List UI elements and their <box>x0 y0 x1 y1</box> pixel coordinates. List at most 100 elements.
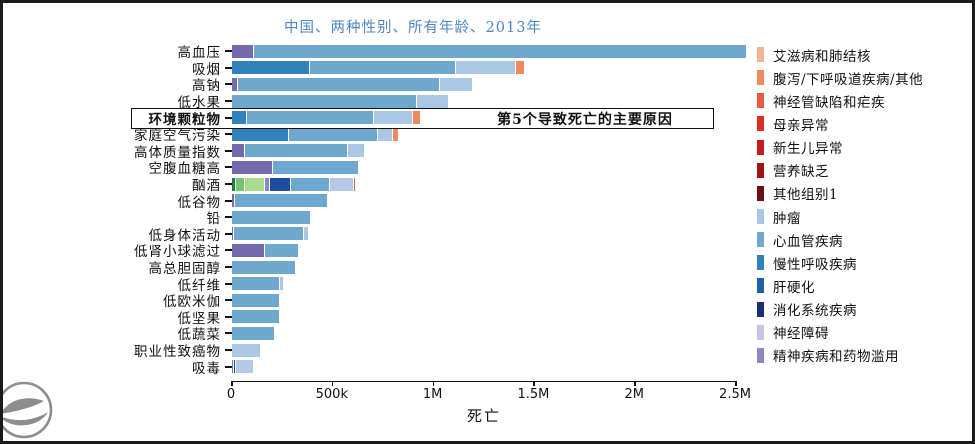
bar-segment-neo[interactable] <box>279 277 284 291</box>
x-axis-line <box>231 380 736 383</box>
bar-segment-neo[interactable] <box>439 77 473 91</box>
legend-swatch <box>757 93 764 109</box>
bar-segment-purple[interactable] <box>232 160 273 174</box>
legend-label: 精神疾病和药物滥用 <box>773 349 899 366</box>
bar-segment-purple[interactable] <box>232 194 236 208</box>
y-axis-label: 铅 <box>206 211 221 228</box>
bar-segment-red[interactable] <box>353 177 356 191</box>
legend-item[interactable]: 精神疾病和药物滥用 <box>757 344 923 367</box>
y-axis-label: 吸毒 <box>192 360 221 377</box>
x-axis-tick <box>634 381 636 386</box>
stacked-bar <box>232 360 254 374</box>
chart-row: 低肾小球滤过 <box>3 242 299 260</box>
bar-segment-orange[interactable] <box>392 127 399 141</box>
legend-label: 消化系统疾病 <box>773 303 857 320</box>
y-axis-tick <box>225 183 232 185</box>
ihme-logo-icon <box>3 381 53 439</box>
bar-segment-green_mid[interactable] <box>236 177 246 191</box>
bar-segment-periwinkle[interactable] <box>236 360 254 374</box>
bar-segment-orange[interactable] <box>413 111 421 125</box>
bar-segment-slate[interactable] <box>232 360 235 374</box>
bar-segment-periwinkle[interactable] <box>330 177 354 191</box>
bar-segment-purple[interactable] <box>232 227 235 241</box>
bar-segment-orange[interactable] <box>515 61 525 75</box>
legend-swatch <box>757 116 764 132</box>
y-axis-label: 吸烟 <box>192 61 221 78</box>
bar-segment-neo[interactable] <box>232 343 261 357</box>
legend-item[interactable]: 艾滋病和肺结核 <box>757 43 923 66</box>
legend-item[interactable]: 心血管疾病 <box>757 228 923 251</box>
bar-segment-purple[interactable] <box>232 44 254 58</box>
bar-segment-resp[interactable] <box>232 111 247 125</box>
legend-item[interactable]: 营养缺乏 <box>757 159 923 182</box>
legend-item[interactable]: 消化系统疾病 <box>757 298 923 321</box>
bar-segment-cvd[interactable] <box>246 111 374 125</box>
y-axis-label: 低水果 <box>177 95 221 111</box>
bar-segment-green_dark[interactable] <box>232 177 237 191</box>
bar-segment-cvd[interactable] <box>232 293 280 307</box>
y-axis-label: 低纤维 <box>177 277 221 294</box>
y-axis-tick <box>225 216 232 219</box>
chart-row: 吸毒 <box>3 359 254 377</box>
legend-item[interactable]: 神经障碍 <box>757 321 923 344</box>
y-axis-label: 高总胆固醇 <box>148 261 221 277</box>
bar-segment-cvd[interactable] <box>232 277 280 291</box>
bar-segment-cvd[interactable] <box>234 227 304 241</box>
bar-segment-purple[interactable] <box>232 77 239 91</box>
bar-segment-neo[interactable] <box>417 94 449 108</box>
stacked-bar <box>232 127 399 141</box>
legend-item[interactable]: 母亲异常 <box>757 112 923 135</box>
bar-segment-cvd[interactable] <box>253 44 747 58</box>
bar-segment-cvd[interactable] <box>238 77 440 91</box>
chart-row: 低身体活动 <box>3 226 309 244</box>
bar-segment-resp[interactable] <box>232 61 311 75</box>
bar-segment-neo[interactable] <box>347 144 365 158</box>
legend-label: 艾滋病和肺结核 <box>773 48 871 65</box>
bar-segment-cvd[interactable] <box>232 260 296 274</box>
x-axis-tick-label: 0 <box>226 387 236 402</box>
y-axis-label: 环境颗粒物 <box>148 111 221 128</box>
bar-segment-neo[interactable] <box>303 227 309 241</box>
bar-segment-cirrhosis[interactable] <box>234 360 237 374</box>
legend-swatch <box>757 139 764 155</box>
legend-item[interactable]: 新生儿异常 <box>757 136 923 159</box>
bar-segment-neo[interactable] <box>373 111 414 125</box>
bar-segment-cvd[interactable] <box>232 94 418 108</box>
legend-item[interactable]: 慢性呼吸疾病 <box>757 251 923 274</box>
bar-segment-cvd[interactable] <box>244 144 348 158</box>
bar-segment-cvd[interactable] <box>291 177 331 191</box>
y-axis-tick <box>225 365 232 368</box>
legend-item[interactable]: 神经管缺陷和疟疾 <box>757 89 923 112</box>
chart-row: 低坚果 <box>3 309 280 327</box>
bar-segment-purple[interactable] <box>232 144 245 158</box>
legend-item[interactable]: 肝硬化 <box>757 274 923 297</box>
bar-segment-cirrhosis[interactable] <box>270 177 292 191</box>
bar-segment-resp[interactable] <box>232 127 290 141</box>
legend-swatch <box>757 209 764 225</box>
legend-item[interactable]: 腹泻/下呼吸道疾病/其他 <box>757 66 923 89</box>
legend-item[interactable]: 其他组别1 <box>757 182 923 205</box>
y-axis-tick <box>225 166 232 169</box>
x-axis-tick-label: 1M <box>422 387 443 402</box>
bar-segment-mental[interactable] <box>265 177 271 191</box>
bar-segment-cvd[interactable] <box>289 127 378 141</box>
bar-segment-cvd[interactable] <box>232 210 311 224</box>
bar-segment-purple[interactable] <box>232 243 266 257</box>
legend-swatch <box>757 278 764 294</box>
bar-segment-cvd[interactable] <box>265 243 299 257</box>
chart-row: 低纤维 <box>3 276 284 294</box>
legend-swatch <box>757 185 764 201</box>
bar-segment-cvd[interactable] <box>232 310 280 324</box>
bar-segment-neo[interactable] <box>455 61 516 75</box>
bar-segment-cvd[interactable] <box>235 194 328 208</box>
bar-segment-neo[interactable] <box>377 127 393 141</box>
stacked-bar <box>232 144 365 158</box>
chart-row: 低欧米伽 <box>3 292 280 310</box>
bar-segment-cvd[interactable] <box>310 61 456 75</box>
legend-item[interactable]: 肿瘤 <box>757 205 923 228</box>
bar-segment-cvd[interactable] <box>232 326 275 340</box>
bar-segment-cvd[interactable] <box>272 160 359 174</box>
stacked-bar <box>232 243 299 257</box>
bar-segment-green_light[interactable] <box>245 177 266 191</box>
